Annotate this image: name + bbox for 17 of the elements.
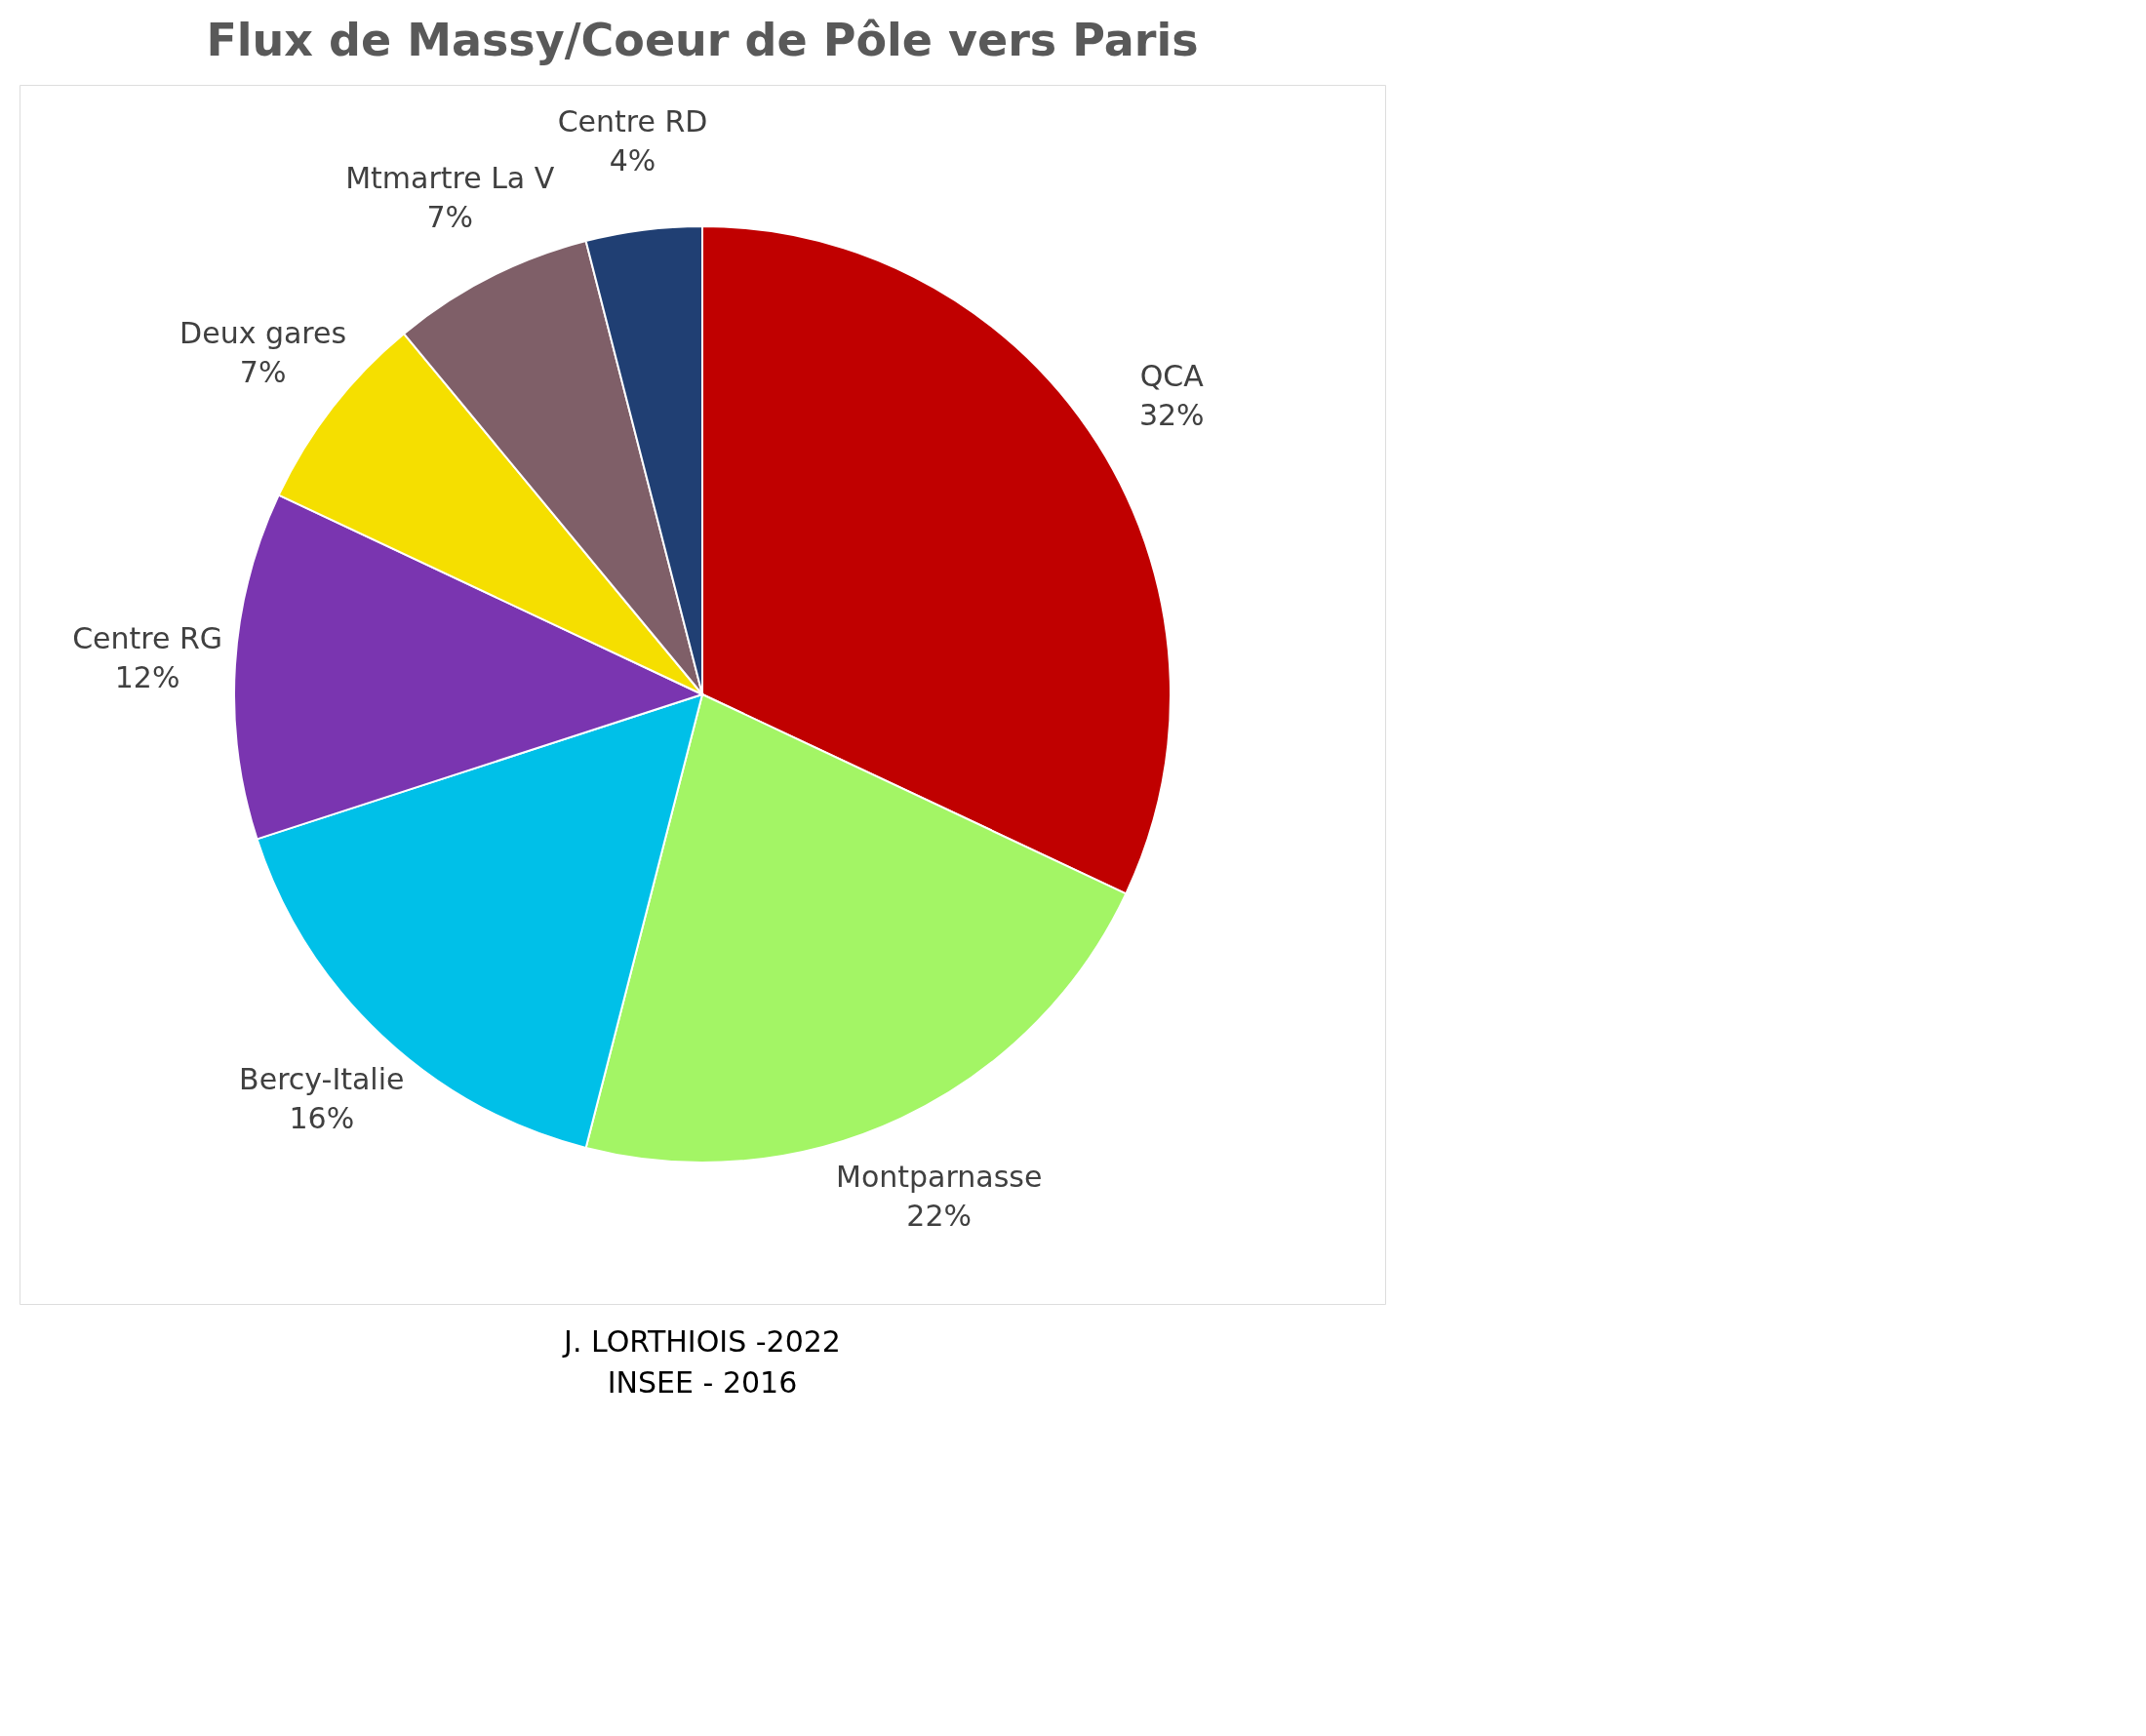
- data-label: 16%: [289, 1100, 355, 1135]
- slice-label: Mtmartre La V: [345, 161, 555, 196]
- chart-title: Flux de Massy/Coeur de Pôle vers Paris: [206, 14, 1199, 66]
- data-label: 12%: [114, 660, 180, 695]
- slice-label: Centre RG: [72, 621, 223, 656]
- data-label: 4%: [609, 143, 656, 178]
- data-label: 7%: [426, 200, 474, 235]
- slice-label: Bercy-Italie: [239, 1061, 405, 1096]
- slice-label: QCA: [1139, 358, 1205, 393]
- text: J. LORTHIOIS -2022: [562, 1324, 841, 1359]
- data-label: 22%: [906, 1198, 973, 1233]
- slice-label: Centre RD: [557, 104, 708, 139]
- slice-label: Montparnasse: [836, 1159, 1043, 1194]
- slice-label: Deux gares: [179, 315, 347, 350]
- data-label: 32%: [1138, 397, 1205, 432]
- data-label: 7%: [239, 354, 287, 389]
- text: INSEE - 2016: [607, 1365, 798, 1400]
